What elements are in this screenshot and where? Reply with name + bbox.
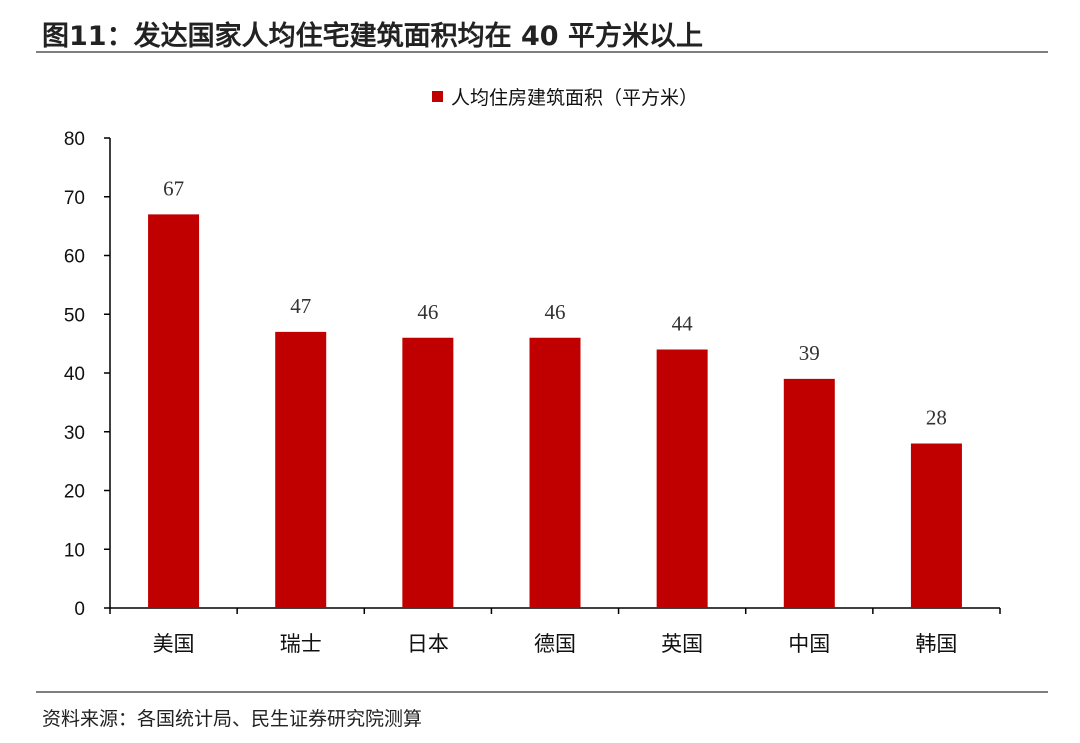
bar (656, 349, 708, 608)
data-label: 39 (799, 341, 820, 365)
data-label: 28 (926, 406, 947, 430)
y-tick-label: 80 (64, 129, 85, 150)
y-tick-label: 10 (64, 540, 85, 561)
y-tick-label: 60 (64, 247, 85, 268)
legend-swatch (432, 91, 443, 102)
y-tick-label: 50 (64, 305, 85, 326)
x-tick-label: 韩国 (915, 632, 957, 656)
data-label: 44 (672, 312, 694, 336)
y-axis: 0 10 20 30 40 50 60 70 80 (64, 129, 111, 620)
x-tick-label: 美国 (153, 632, 195, 656)
source-note: 资料来源：各国统计局、民生证券研究院测算 (42, 708, 423, 730)
chart-legend: 人均住房建筑面积（平方米） (432, 87, 698, 109)
title-divider (36, 51, 1048, 53)
x-tick-label: 英国 (661, 632, 703, 656)
y-tick-label: 70 (64, 188, 85, 209)
x-tick-label: 中国 (788, 632, 830, 656)
bar (402, 337, 454, 608)
bar (910, 443, 962, 608)
x-tick-label: 瑞士 (280, 632, 322, 656)
x-tick-label: 日本 (407, 632, 449, 656)
data-label: 46 (545, 300, 566, 324)
footer-divider (36, 691, 1048, 693)
bar-series (148, 214, 962, 608)
figure-title: 图11：发达国家人均住宅建筑面积均在 40 平方米以上 (42, 21, 703, 52)
bar (783, 378, 835, 608)
bar (148, 214, 200, 608)
y-tick-label: 40 (64, 364, 85, 385)
data-label: 67 (163, 176, 184, 200)
x-axis: 美国 瑞士 日本 德国 英国 中国 韩国 (109, 607, 1001, 656)
y-tick-label: 30 (64, 423, 85, 444)
bar (529, 337, 581, 608)
bar-chart: 人均住房建筑面积（平方米） 0 10 20 30 40 50 60 70 80 美国 瑞士 日本 德国… (64, 87, 1001, 656)
y-tick-label: 20 (64, 482, 85, 503)
data-label: 47 (290, 294, 311, 318)
bar (275, 331, 327, 608)
x-tick-label: 德国 (534, 632, 576, 656)
legend-label: 人均住房建筑面积（平方米） (451, 87, 698, 109)
data-labels: 67 47 46 46 44 39 28 (163, 176, 947, 429)
data-label: 46 (417, 300, 438, 324)
y-tick-label: 0 (74, 599, 85, 620)
